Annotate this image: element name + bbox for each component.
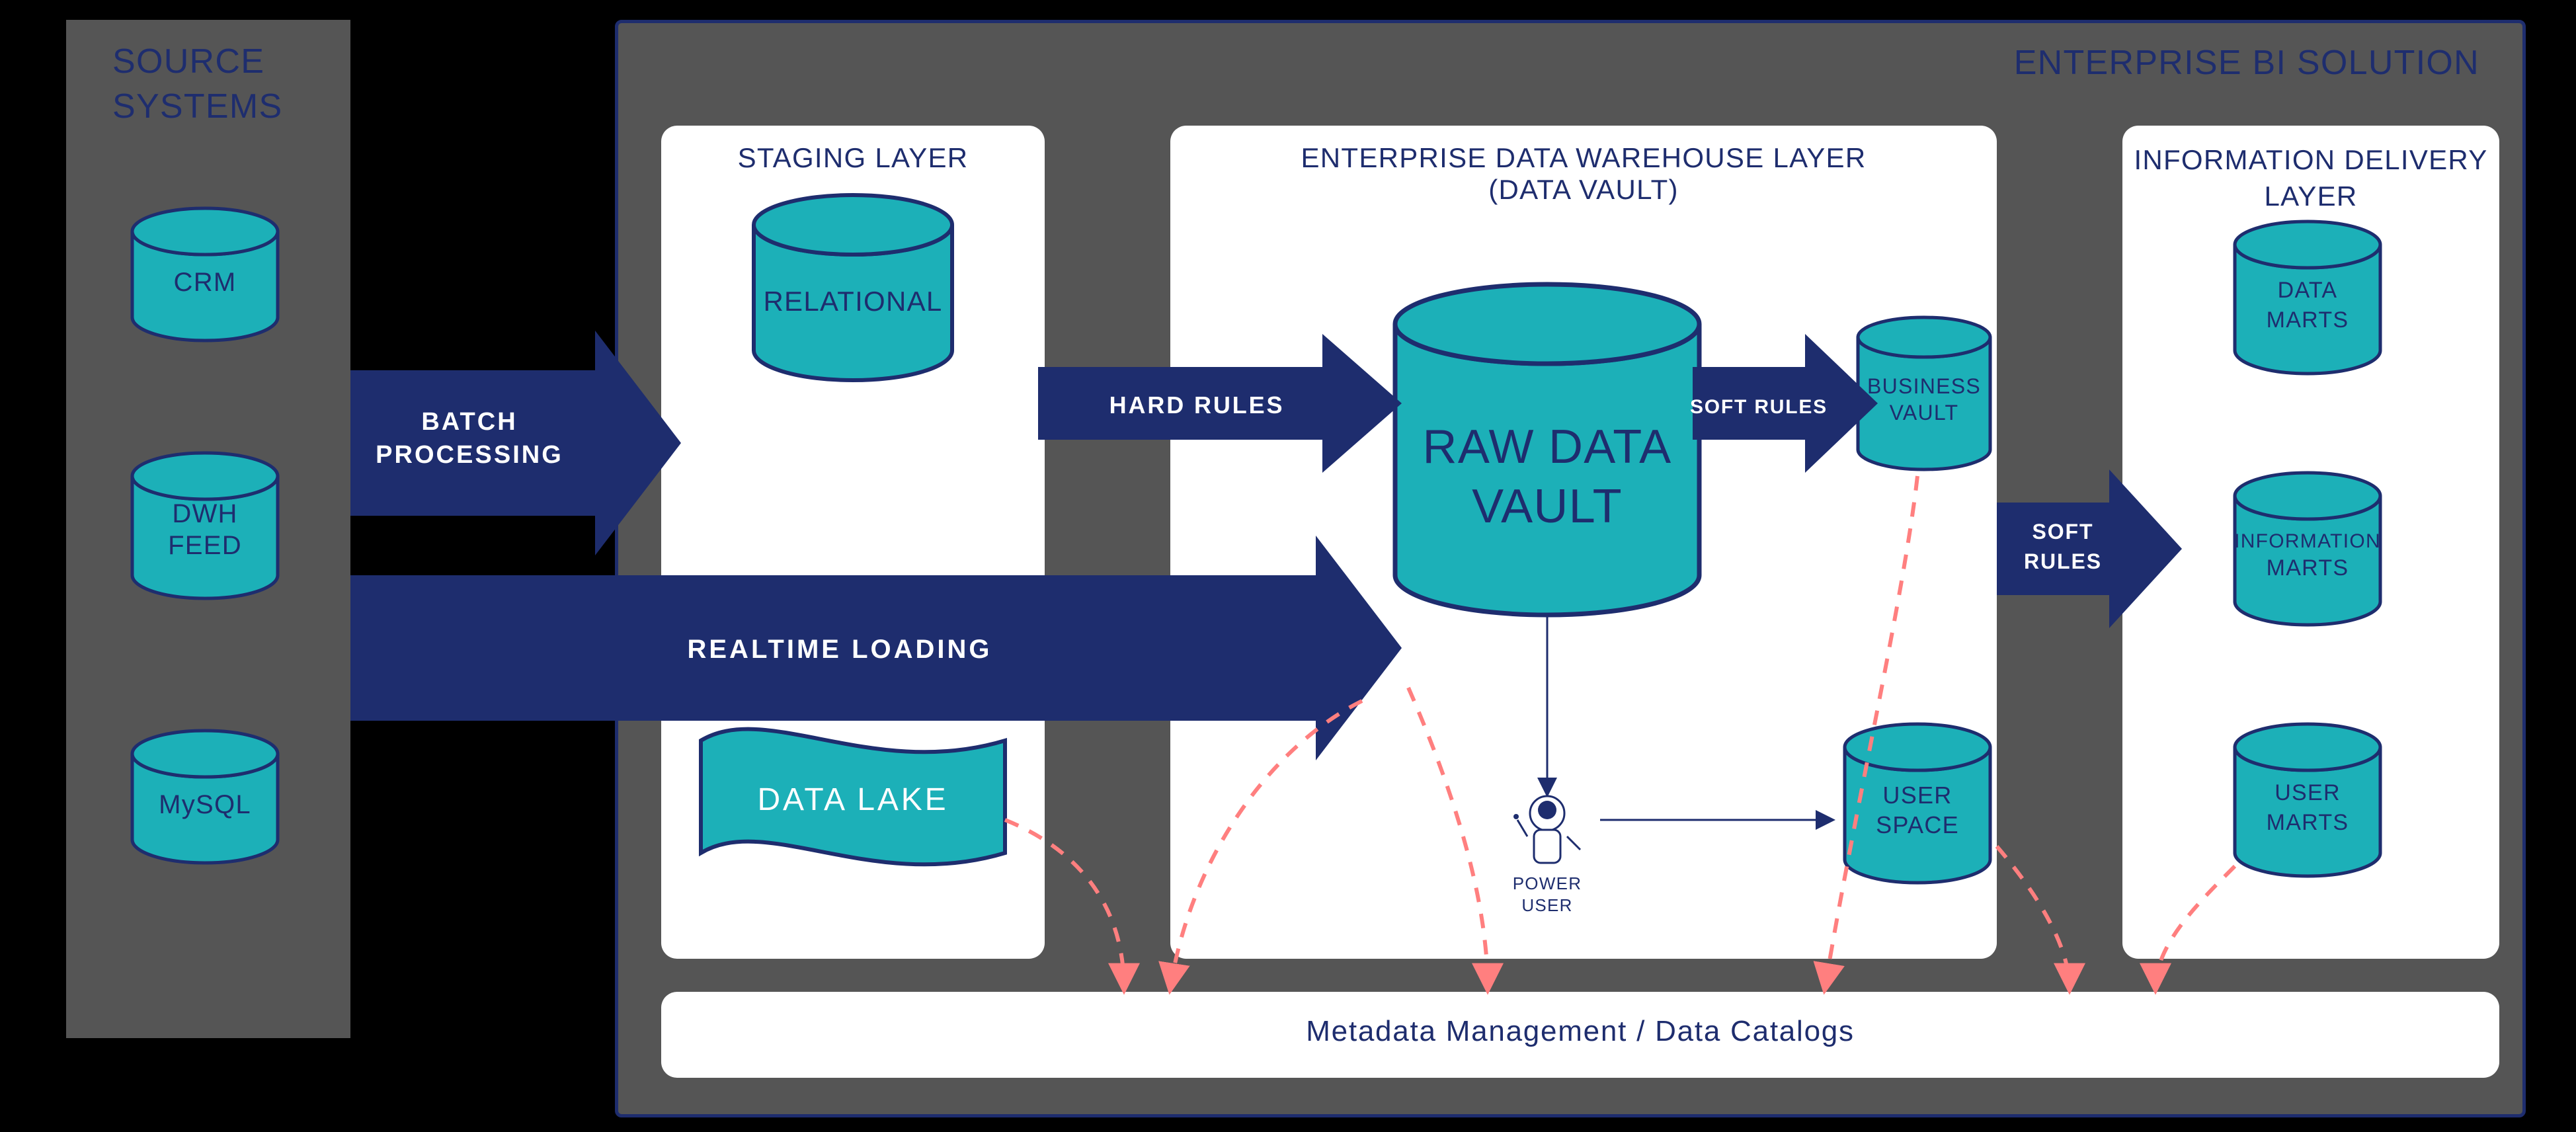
metadata-label: Metadata Management / Data Catalogs: [661, 1015, 2499, 1048]
delivery-box: [2122, 126, 2499, 959]
bi-title: ENTERPRISE BI SOLUTION: [615, 43, 2506, 83]
edw-title-line1: ENTERPRISE DATA WAREHOUSE LAYER: [1301, 142, 1867, 173]
edw-title-line2: (DATA VAULT): [1488, 174, 1679, 205]
source-systems-panel: [66, 20, 350, 1038]
delivery-title: INFORMATION DELIVERY LAYER: [2122, 142, 2499, 214]
staging-box: [661, 126, 1045, 959]
svg-text:PROCESSING: PROCESSING: [376, 441, 563, 469]
svg-text:BATCH: BATCH: [421, 408, 517, 436]
edw-title: ENTERPRISE DATA WAREHOUSE LAYER (DATA VA…: [1170, 142, 1997, 206]
edw-box: [1170, 126, 1997, 959]
staging-title: STAGING LAYER: [661, 142, 1045, 174]
source-title: SOURCE SYSTEMS: [66, 40, 350, 129]
